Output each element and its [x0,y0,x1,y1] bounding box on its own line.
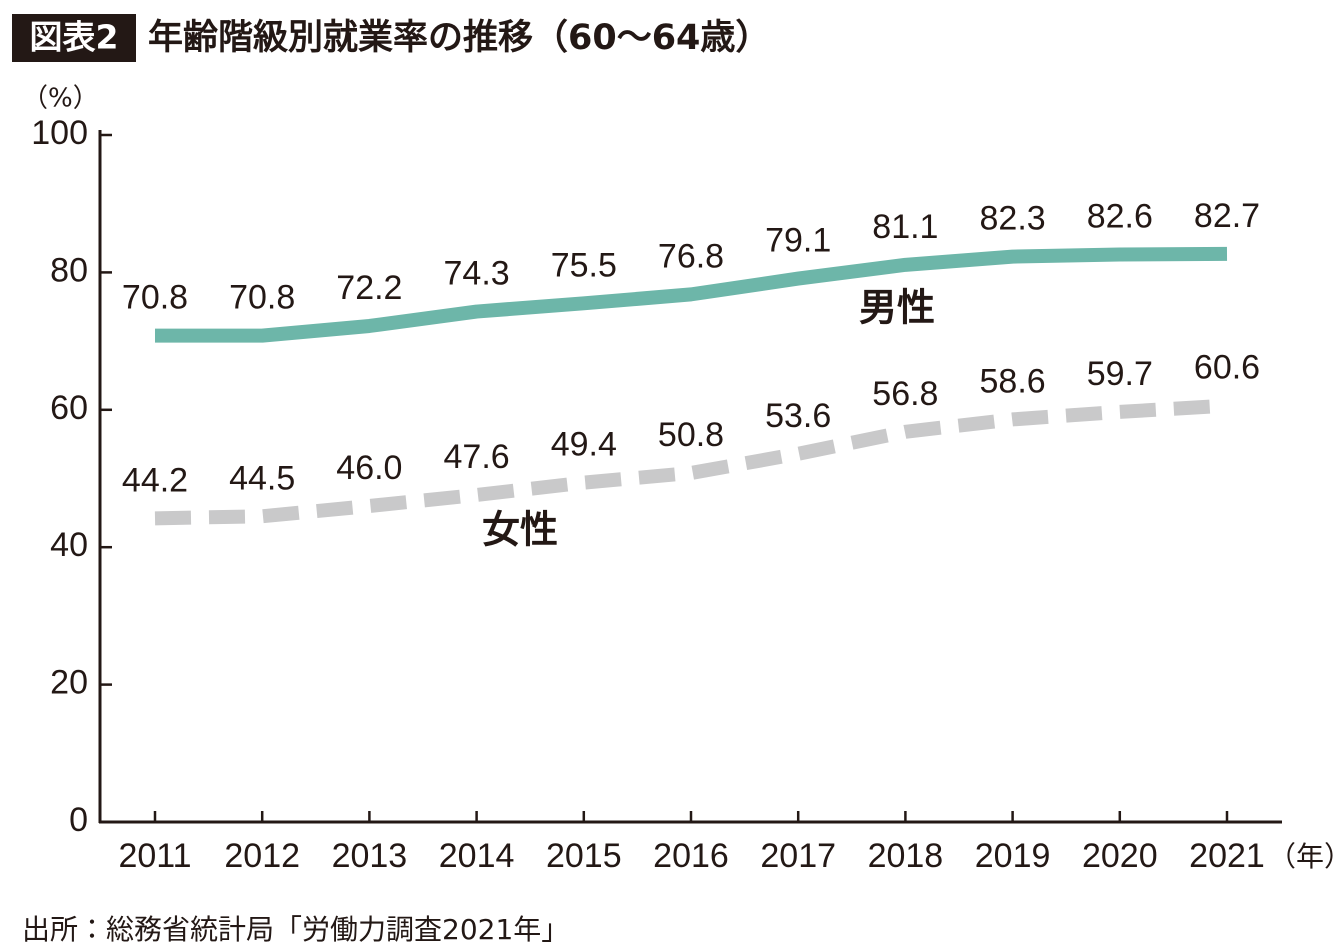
legend-label: 女性 [482,508,558,552]
x-tick-label: 2015 [546,837,622,875]
data-label: 44.2 [122,461,188,499]
data-label: 70.8 [122,279,188,317]
x-tick-label: 2012 [224,837,300,875]
series-line [154,398,1228,526]
x-tick-label: 2016 [653,837,729,875]
data-label: 82.3 [980,200,1046,238]
data-label: 79.1 [765,222,831,260]
data-label: 49.4 [551,426,617,464]
data-label: 70.8 [229,279,295,317]
source-note: 出所：総務省統計局「労働力調査2021年」 [22,913,569,946]
data-label: 82.6 [1087,198,1153,236]
data-label: 72.2 [336,269,402,307]
y-tick-label: 100 [31,114,88,152]
data-label: 76.8 [658,237,724,275]
data-label: 60.6 [1194,349,1260,387]
y-tick-label: 40 [50,526,88,564]
data-label: 46.0 [336,449,402,487]
series-line [155,246,1228,343]
x-axis-label: （年） [1268,840,1340,873]
x-tick-label: 2011 [118,837,191,875]
x-tick-label: 2018 [868,837,944,875]
data-label: 53.6 [765,397,831,435]
figure-label: 図表2 [30,18,119,57]
x-tick-label: 2017 [760,837,836,875]
data-label: 50.8 [658,416,724,454]
y-tick-label: 20 [50,664,88,702]
y-tick-label: 60 [50,389,88,427]
figure-label-box [12,14,136,62]
x-tick-label: 2014 [439,837,515,875]
x-tick-label: 2020 [1082,837,1158,875]
chart-title: 年齢階級別就業率の推移（60〜64歳） [148,18,770,58]
data-label: 82.7 [1194,197,1260,235]
data-label: 56.8 [872,375,938,413]
x-tick-label: 2019 [975,837,1051,875]
x-tick-label: 2021 [1189,837,1265,875]
y-tick-label: 80 [50,251,88,289]
data-label: 81.1 [872,208,938,246]
data-label: 58.6 [980,362,1046,400]
data-label: 59.7 [1087,355,1153,393]
data-label: 44.5 [229,459,295,497]
x-tick-label: 2013 [332,837,408,875]
data-label: 47.6 [444,438,510,476]
data-label: 75.5 [551,246,617,284]
data-label: 74.3 [444,255,510,293]
y-axis-label: （%） [22,84,99,114]
legend-label: 男性 [859,286,935,330]
y-tick-label: 0 [69,801,88,839]
